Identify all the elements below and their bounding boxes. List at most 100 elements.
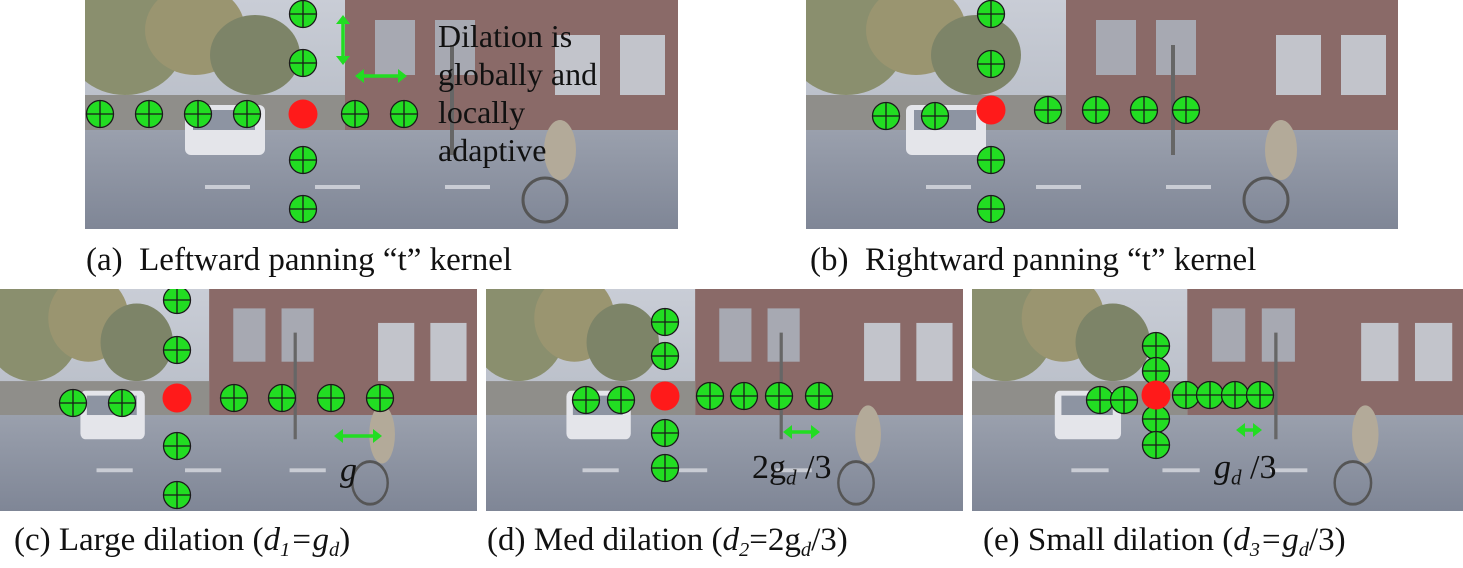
dilation-arrow [355,69,407,83]
caption-prefix: (d) Med dilation ( [487,522,723,558]
kernel-point [650,453,680,483]
caption-suffix: /3) [811,522,848,558]
kernel-point [804,381,834,411]
kernel-point [1081,95,1111,125]
kernel-point [764,381,794,411]
dilation-label-text: g [340,452,357,489]
kernel-graphic [85,0,419,224]
kernel-point [1141,331,1171,361]
caption-sub2: d [1298,539,1309,562]
dilation-label-sub: d [786,465,797,490]
kernel-point [1141,404,1171,434]
caption-var: d [263,522,281,558]
kernel-point [871,101,901,131]
caption-e: (e) Small dilation (d3=gd/3) [983,524,1346,561]
kernel-point [976,0,1006,29]
kernel-point [162,480,192,510]
kernel-point [1171,380,1201,410]
kernel-center-point [162,383,192,413]
kernel-point [1220,380,1250,410]
kernel-point [365,383,395,413]
kernel-point [288,0,318,29]
kernel-point [288,194,318,224]
dilation-label: 2gd /3 [752,451,832,488]
caption-label: (a) [86,242,123,278]
kernel-point [389,99,419,129]
kernel-point [650,341,680,371]
caption-eq: =g [1259,522,1299,558]
caption-sub2: d [329,539,340,562]
kernel-point [1171,95,1201,125]
caption-a: (a) Leftward panning “t” kernel [86,244,512,277]
dilation-arrow [336,15,350,65]
caption-suffix: /3) [1308,522,1346,558]
kernel-point [134,99,164,129]
caption-var: d [722,522,740,558]
kernel-point [219,383,249,413]
kernel-point [729,381,759,411]
kernel-center-point [976,95,1006,125]
kernel-point [1195,380,1225,410]
kernel-point [976,49,1006,79]
kernel-graphic [58,289,395,510]
kernel-point [976,145,1006,175]
kernel-graphic [1085,331,1275,460]
kernel-center-point [288,99,318,129]
dilation-label: gd /3 [1214,451,1277,488]
kernel-point [1085,385,1115,415]
kernel-point [1033,95,1063,125]
kernel-point [316,383,346,413]
dilation-label-suffix: /3 [796,449,832,486]
caption-c: (c) Large dilation (d1=gd) [14,524,350,561]
panel-a: Dilation is globally and locally adaptiv… [85,0,678,229]
kernel-point [162,431,192,461]
panel-d: 2gd /3 [486,289,963,511]
kernel-point [650,307,680,337]
caption-prefix: (c) Large dilation ( [14,522,264,558]
caption-sub2: d [800,539,812,562]
kernel-point [695,381,725,411]
dilation-arrow [1236,423,1262,437]
caption-eq: =g [290,522,330,558]
dilation-label-text: 2g [752,449,786,486]
kernel-graphic [571,307,834,483]
dilation-label-suffix: /3 [1241,449,1277,486]
note-line: globally and [438,56,598,92]
kernel-point [162,335,192,365]
note-line: adaptive [438,132,547,168]
kernel-point [1245,380,1275,410]
dilation-label-text: g [1214,449,1231,486]
kernel-point [288,48,318,78]
caption-b: (b) Rightward panning “t” kernel [810,244,1256,277]
caption-sub: 2 [739,539,750,562]
kernel-point [340,99,370,129]
kernel-point [920,101,950,131]
caption-prefix: (e) Small dilation ( [983,522,1234,558]
kernel-point [288,145,318,175]
caption-label: (b) [810,242,849,278]
kernel-graphic [871,0,1201,224]
panel-c: g [0,289,477,511]
kernel-point [1129,95,1159,125]
kernel-point [976,194,1006,224]
kernel-point [107,388,137,418]
kernel-center-point [1141,380,1171,410]
kernel-point [571,385,601,415]
dilation-arrow [783,425,820,439]
kernel-point [1141,356,1171,386]
caption-sub: 1 [280,539,291,562]
dilation-label-sub: d [1231,465,1242,490]
kernel-center-point [650,381,680,411]
kernel-point [232,99,262,129]
caption-sub: 3 [1249,539,1260,562]
kernel-point [162,289,192,315]
note-line: locally [438,94,526,130]
caption-d: (d) Med dilation (d2=2gd/3) [487,524,848,561]
dilation-label: g [340,454,357,488]
kernel-point [183,99,213,129]
kernel-point [650,418,680,448]
kernel-point [1109,385,1139,415]
caption-text: Rightward panning “t” kernel [864,242,1257,278]
caption-var: d [1233,522,1250,558]
note-line: Dilation is [438,18,573,54]
